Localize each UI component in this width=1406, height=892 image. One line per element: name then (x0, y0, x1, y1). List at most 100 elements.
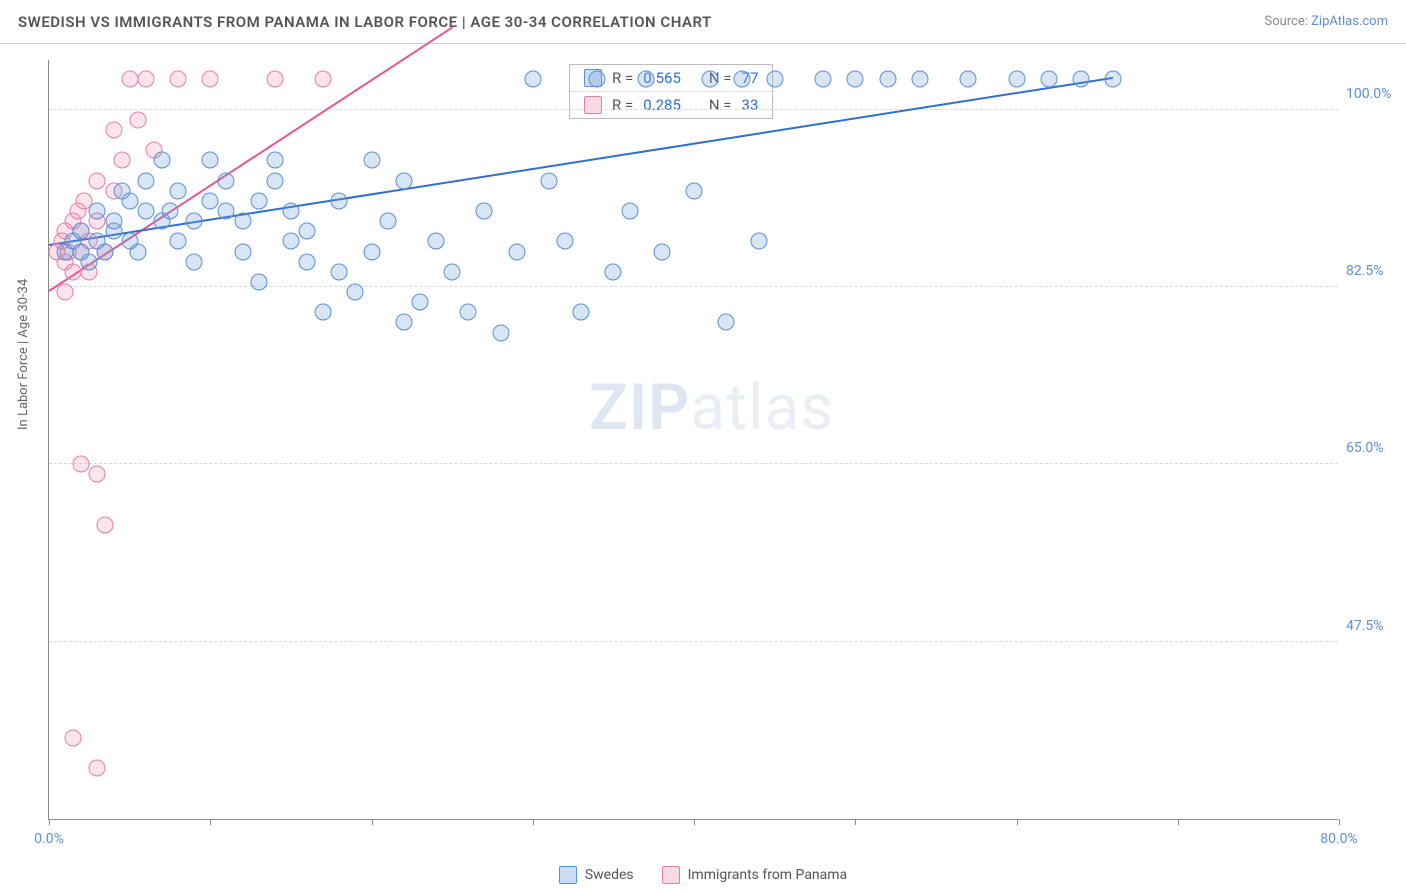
data-point-pink (89, 172, 106, 189)
data-point-blue (734, 71, 751, 88)
data-point-blue (73, 223, 90, 240)
data-point-blue (105, 213, 122, 230)
legend-swatch-pink-icon (662, 866, 680, 884)
stats-row-pink: R = 0.285 N = 33 (570, 92, 772, 118)
data-point-blue (266, 172, 283, 189)
x-tick (210, 819, 211, 825)
data-point-blue (161, 203, 178, 220)
data-point-pink (137, 71, 154, 88)
data-point-blue (186, 213, 203, 230)
x-tick (1339, 819, 1340, 825)
stat-n-value-pink: 33 (742, 96, 759, 114)
data-point-pink (266, 71, 283, 88)
data-point-blue (653, 243, 670, 260)
swatch-pink-icon (584, 96, 602, 114)
data-point-blue (1105, 71, 1122, 88)
data-point-blue (395, 314, 412, 331)
source-link[interactable]: ZipAtlas.com (1311, 14, 1388, 29)
data-point-blue (557, 233, 574, 250)
data-point-blue (121, 192, 138, 209)
header-bar: SWEDISH VS IMMIGRANTS FROM PANAMA IN LAB… (0, 0, 1406, 44)
data-point-pink (73, 456, 90, 473)
data-point-blue (81, 253, 98, 270)
y-tick-label: 82.5% (1346, 263, 1406, 279)
data-point-blue (444, 263, 461, 280)
data-point-blue (686, 182, 703, 199)
data-point-blue (847, 71, 864, 88)
data-point-blue (186, 253, 203, 270)
data-point-blue (1040, 71, 1057, 88)
gridline-h (49, 286, 1338, 287)
data-point-blue (315, 304, 332, 321)
data-point-blue (363, 243, 380, 260)
watermark-rest: atlas (690, 370, 834, 445)
data-point-blue (476, 203, 493, 220)
data-point-blue (234, 243, 251, 260)
data-point-blue (331, 192, 348, 209)
data-point-blue (492, 324, 509, 341)
data-point-blue (153, 152, 170, 169)
x-tick (1178, 819, 1179, 825)
data-point-pink (170, 71, 187, 88)
stat-r-label: R = (612, 69, 633, 87)
data-point-blue (234, 213, 251, 230)
data-point-blue (702, 71, 719, 88)
x-tick (1017, 819, 1018, 825)
data-point-pink (129, 111, 146, 128)
data-point-blue (508, 243, 525, 260)
data-point-pink (202, 71, 219, 88)
data-point-pink (121, 71, 138, 88)
data-point-blue (129, 243, 146, 260)
data-point-blue (718, 314, 735, 331)
data-point-pink (105, 121, 122, 138)
data-point-blue (960, 71, 977, 88)
legend-label-blue: Swedes (585, 867, 634, 883)
gridline-h (49, 109, 1338, 110)
x-tick (694, 819, 695, 825)
data-point-blue (379, 213, 396, 230)
data-point-blue (411, 294, 428, 311)
data-point-blue (1073, 71, 1090, 88)
data-point-blue (282, 203, 299, 220)
data-point-blue (1008, 71, 1025, 88)
x-tick (49, 819, 50, 825)
legend-label-pink: Immigrants from Panama (688, 867, 848, 883)
data-point-blue (621, 203, 638, 220)
data-point-blue (524, 71, 541, 88)
data-point-blue (250, 192, 267, 209)
legend-item-pink: Immigrants from Panama (662, 866, 848, 884)
data-point-blue (137, 203, 154, 220)
data-point-pink (65, 263, 82, 280)
source-prefix: Source: (1264, 14, 1311, 29)
data-point-blue (347, 284, 364, 301)
stat-n-label: N = (709, 96, 732, 114)
data-point-blue (750, 233, 767, 250)
data-point-blue (299, 253, 316, 270)
data-point-blue (637, 71, 654, 88)
data-point-pink (97, 517, 114, 534)
source-attribution: Source: ZipAtlas.com (1264, 14, 1388, 29)
data-point-blue (282, 233, 299, 250)
y-axis-title: In Labor Force | Age 30-34 (16, 279, 31, 430)
data-point-pink (113, 152, 130, 169)
gridline-h (49, 641, 1338, 642)
x-tick-label: 80.0% (1320, 831, 1358, 847)
data-point-pink (89, 466, 106, 483)
data-point-pink (57, 284, 74, 301)
data-point-blue (766, 71, 783, 88)
y-tick-label: 100.0% (1346, 86, 1406, 102)
data-point-blue (589, 71, 606, 88)
gridline-h (49, 463, 1338, 464)
legend-item-blue: Swedes (559, 866, 634, 884)
data-point-pink (65, 729, 82, 746)
data-point-blue (170, 182, 187, 199)
data-point-blue (605, 263, 622, 280)
data-point-blue (573, 304, 590, 321)
data-point-blue (428, 233, 445, 250)
data-point-blue (266, 152, 283, 169)
data-point-blue (815, 71, 832, 88)
data-point-pink (315, 71, 332, 88)
stat-r-label: R = (612, 96, 633, 114)
data-point-blue (89, 203, 106, 220)
data-point-blue (395, 172, 412, 189)
